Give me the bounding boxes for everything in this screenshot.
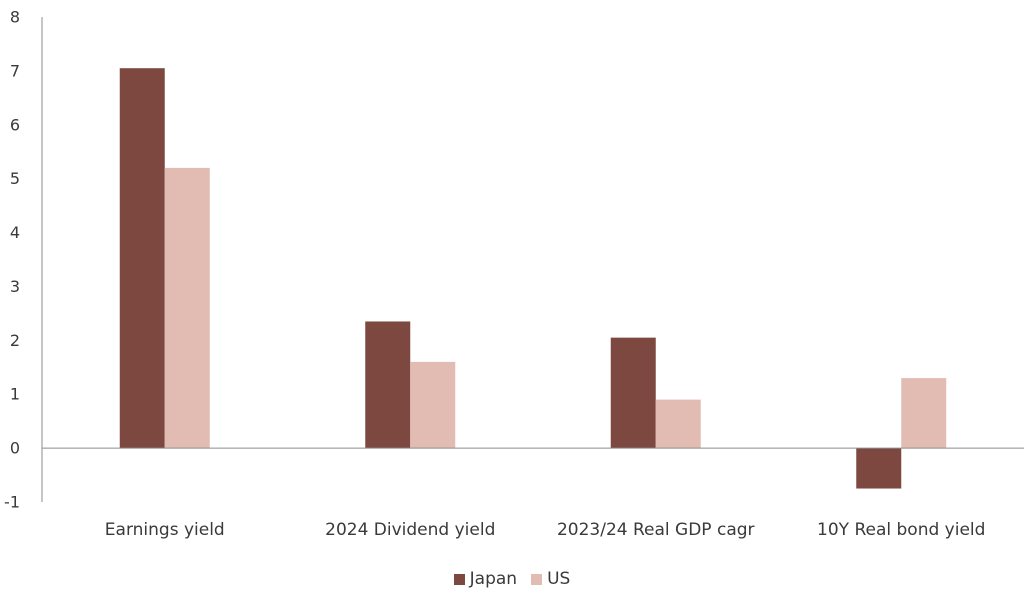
y-tick-label: -1 <box>4 493 20 512</box>
legend-label-japan: Japan <box>469 569 518 589</box>
y-tick-label: 3 <box>10 277 20 296</box>
legend-swatch-japan <box>453 573 465 585</box>
bar-japan-4 <box>856 448 902 489</box>
bar-us-4 <box>901 378 947 449</box>
chart-legend: Japan US <box>0 569 1024 589</box>
x-category-label: 2024 Dividend yield <box>325 520 495 540</box>
bar-us-2 <box>410 361 456 449</box>
y-tick-label: 4 <box>10 223 20 242</box>
legend-item-japan: Japan <box>453 569 518 589</box>
bar-japan-3 <box>610 337 656 449</box>
legend-label-us: US <box>547 569 571 589</box>
legend-swatch-us <box>531 573 543 585</box>
bar-us-1 <box>164 167 210 449</box>
y-tick-label: 5 <box>10 169 20 188</box>
x-category-label: Earnings yield <box>105 520 225 540</box>
bar-japan-1 <box>119 68 165 449</box>
y-tick-label: 2 <box>10 331 20 350</box>
y-tick-label: 1 <box>10 385 20 404</box>
x-category-label: 2023/24 Real GDP cagr <box>557 520 755 540</box>
y-tick-label: 7 <box>10 61 20 80</box>
y-tick-label: 0 <box>10 439 20 458</box>
x-category-label: 10Y Real bond yield <box>817 520 985 540</box>
bar-us-3 <box>655 399 701 449</box>
y-tick-label: 6 <box>10 115 20 134</box>
legend-item-us: US <box>531 569 570 589</box>
bar-japan-2 <box>365 321 411 449</box>
y-tick-label: 8 <box>10 8 20 27</box>
